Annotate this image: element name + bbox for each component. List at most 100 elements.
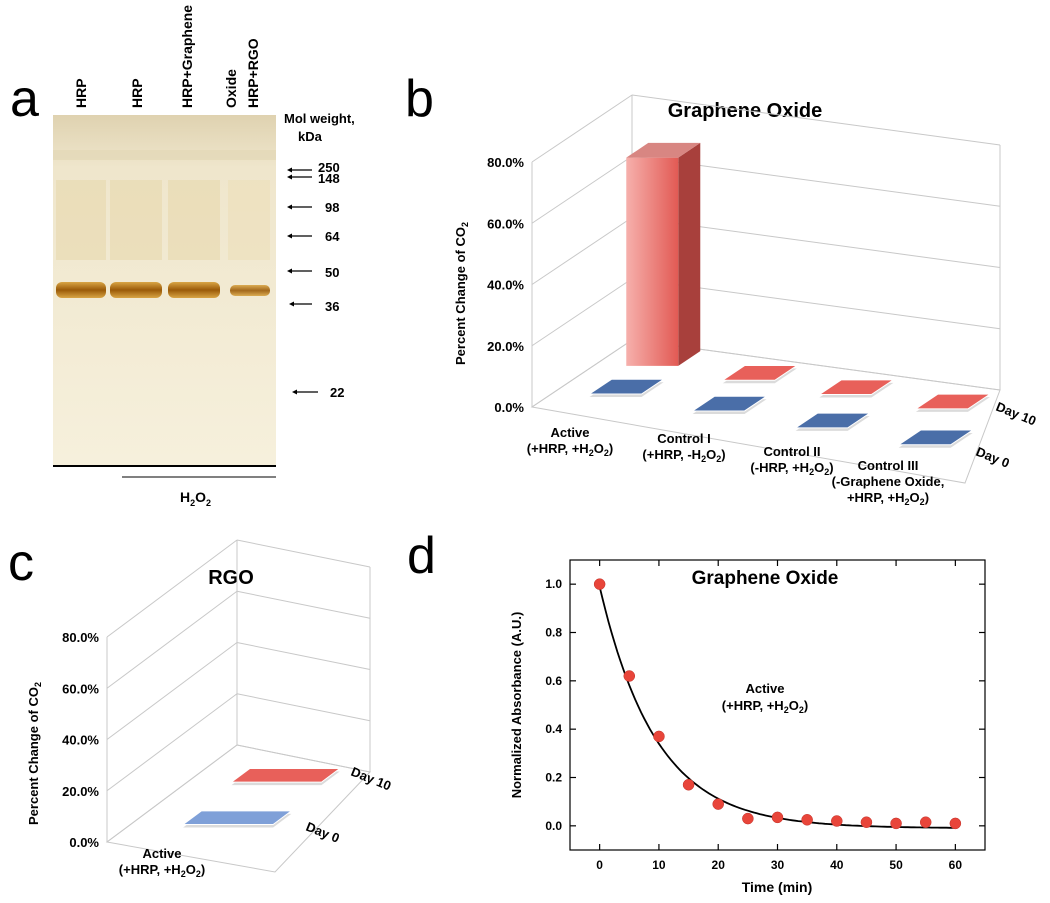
bar-day-10 — [229, 768, 342, 783]
chart-d-annotation-line2: (+HRP, +H2O2) — [722, 698, 808, 715]
marker-22: 22 — [330, 385, 344, 400]
gridline — [236, 693, 371, 722]
lane-label-3: HRP+Graphene Oxide — [179, 1, 239, 108]
marker-64: 64 — [325, 229, 340, 244]
gel-band — [168, 282, 220, 298]
lane-smear — [56, 180, 106, 260]
chart-c-title: RGO — [208, 567, 254, 589]
ytick-label: 0.0% — [494, 400, 524, 415]
chart-d-annotation-line1: Active — [745, 681, 784, 696]
marker-148: 148 — [318, 171, 340, 186]
gridline — [236, 744, 371, 773]
gridline — [236, 539, 371, 568]
chart-b-walls — [530, 94, 1001, 484]
chart-c-walls — [105, 539, 371, 873]
xtick-label: 50 — [889, 858, 903, 872]
lane-label-1: HRP — [73, 78, 89, 108]
gridline — [236, 590, 371, 619]
category-label: (-Graphene Oxide, — [832, 474, 945, 489]
bar-day-0 — [181, 810, 293, 825]
category-label: Control I — [657, 431, 710, 446]
bar-day-10 — [817, 379, 896, 396]
chart-d-points — [593, 578, 962, 830]
gel-top-smear — [53, 150, 276, 160]
chart-d-title: Graphene Oxide — [692, 568, 839, 589]
ytick-label: 1.0 — [545, 577, 562, 591]
chart-c-ylabel: Percent Change of CO2 — [26, 682, 43, 825]
data-point — [860, 816, 873, 828]
data-point — [712, 798, 724, 810]
ytick-label: 20.0% — [62, 784, 99, 799]
panel-label-d: d — [407, 527, 436, 585]
marker-36: 36 — [325, 299, 339, 314]
xtick-label: 60 — [949, 858, 963, 872]
chart-b-categories: Active (+HRP, +H2O2) Control I (+HRP, -H… — [527, 425, 945, 507]
data-point — [890, 817, 902, 830]
category-label: +HRP, +H2O2) — [847, 490, 929, 507]
lane-smear — [228, 180, 270, 260]
gridline — [531, 339, 633, 408]
bar-day-0 — [897, 429, 975, 446]
panel-label-b: b — [405, 70, 434, 128]
gridline — [106, 539, 238, 638]
gridline — [531, 94, 633, 163]
marker-98: 98 — [325, 200, 339, 215]
chart-c-bars — [181, 768, 342, 828]
category-label: Control II — [763, 444, 820, 459]
data-point — [682, 779, 695, 791]
bar-day-10 — [626, 157, 679, 366]
gridline — [531, 155, 633, 224]
chart-c-categories: Active (+HRP, +H2O2) — [119, 846, 205, 879]
series-label-day0: Day 0 — [304, 819, 342, 846]
chart-b-bars — [587, 142, 992, 448]
ytick-label: 0.2 — [545, 771, 562, 785]
xtick-label: 40 — [830, 858, 844, 872]
xtick-label: 0 — [596, 858, 603, 872]
lane-label-4: HRP+RGO — [245, 38, 261, 108]
chart-d-xlabel: Time (min) — [742, 879, 813, 895]
ytick-label: 0.4 — [545, 722, 562, 736]
chart-d-axes: 0 10 20 30 40 50 60 0.0 0.2 0.4 0.6 0.8 1.0 — [545, 560, 985, 872]
data-point — [919, 816, 932, 828]
data-point — [949, 817, 962, 830]
data-point — [742, 812, 754, 825]
bar-day-0 — [793, 412, 872, 429]
marker-50: 50 — [325, 265, 339, 280]
ytick-label: 60.0% — [487, 216, 524, 231]
ytick-label: 0.6 — [545, 674, 562, 688]
series-label-day10: Day 10 — [349, 764, 393, 794]
lane-smear — [168, 180, 220, 260]
category-label: (-HRP, +H2O2) — [750, 460, 833, 477]
xtick-label: 20 — [712, 858, 726, 872]
lane-label-2: HRP — [129, 78, 145, 108]
category-label: (+HRP, +H2O2) — [119, 862, 205, 879]
category-label: Active — [550, 425, 589, 440]
lane-smear — [110, 180, 162, 260]
data-point — [593, 578, 606, 590]
marker-arrowhead — [289, 301, 294, 307]
panel-label-a: a — [10, 70, 39, 128]
h2o2-label: H2O2 — [180, 489, 211, 508]
xtick-label: 30 — [771, 858, 785, 872]
marker-arrowhead — [287, 204, 292, 210]
marker-arrowhead — [287, 167, 292, 173]
gel-band — [56, 282, 106, 298]
ytick-label: 0.0% — [69, 835, 99, 850]
mw-header-line1: Mol weight, — [284, 111, 355, 126]
marker-arrowhead — [292, 389, 297, 395]
data-point — [831, 815, 843, 827]
ytick-label: 0.8 — [545, 626, 562, 640]
ytick-label: 40.0% — [62, 733, 99, 748]
panel-b: b Graphene Oxide 0.0%20.0%40.0%60.0%80.0… — [405, 70, 1038, 507]
panel-d: d Graphene Oxide Active (+HRP, +H2O2) 0 1… — [407, 527, 986, 895]
xtick-label: 10 — [652, 858, 666, 872]
gridline — [531, 217, 633, 285]
series-label-day0: Day 0 — [974, 444, 1012, 471]
marker-250: 250 — [318, 160, 340, 175]
bar-top — [626, 142, 701, 158]
bar-day-10 — [914, 393, 992, 410]
ytick-label: 40.0% — [487, 278, 524, 293]
bar-day-0 — [690, 395, 769, 412]
panel-label-c: c — [8, 534, 34, 592]
